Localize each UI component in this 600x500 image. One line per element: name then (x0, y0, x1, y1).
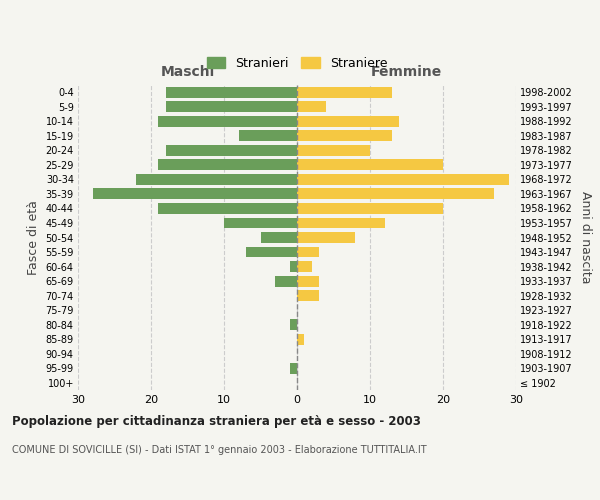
Bar (297, 102, 326, 112)
Bar (290, 319, 297, 330)
Text: Popolazione per cittadinanza straniera per età e sesso - 2003: Popolazione per cittadinanza straniera p… (12, 415, 421, 428)
Bar (297, 218, 385, 228)
Bar (158, 116, 297, 127)
Bar (297, 130, 392, 141)
Bar (275, 276, 297, 286)
Bar (297, 246, 319, 258)
Bar (166, 102, 297, 112)
Bar (297, 188, 494, 200)
Bar (297, 261, 311, 272)
Text: COMUNE DI SOVICILLE (SI) - Dati ISTAT 1° gennaio 2003 - Elaborazione TUTTITALIA.: COMUNE DI SOVICILLE (SI) - Dati ISTAT 1°… (12, 445, 427, 455)
Bar (297, 145, 370, 156)
Bar (297, 87, 392, 98)
Bar (297, 116, 399, 127)
Y-axis label: Fasce di età: Fasce di età (27, 200, 40, 275)
Bar (166, 87, 297, 98)
Bar (224, 218, 297, 228)
Bar (246, 246, 297, 258)
Bar (260, 232, 297, 243)
Bar (297, 174, 509, 185)
Bar (158, 203, 297, 214)
Bar (166, 145, 297, 156)
Bar (297, 334, 304, 344)
Bar (297, 203, 443, 214)
Text: Femmine: Femmine (371, 65, 442, 79)
Bar (92, 188, 297, 200)
Bar (158, 160, 297, 170)
Bar (297, 290, 319, 301)
Bar (290, 363, 297, 374)
Bar (239, 130, 297, 141)
Bar (297, 160, 443, 170)
Bar (297, 232, 355, 243)
Text: Maschi: Maschi (160, 65, 215, 79)
Legend: Stranieri, Straniere: Stranieri, Straniere (202, 52, 392, 74)
Bar (136, 174, 297, 185)
Bar (297, 276, 319, 286)
Y-axis label: Anni di nascita: Anni di nascita (580, 191, 592, 284)
Bar (290, 261, 297, 272)
